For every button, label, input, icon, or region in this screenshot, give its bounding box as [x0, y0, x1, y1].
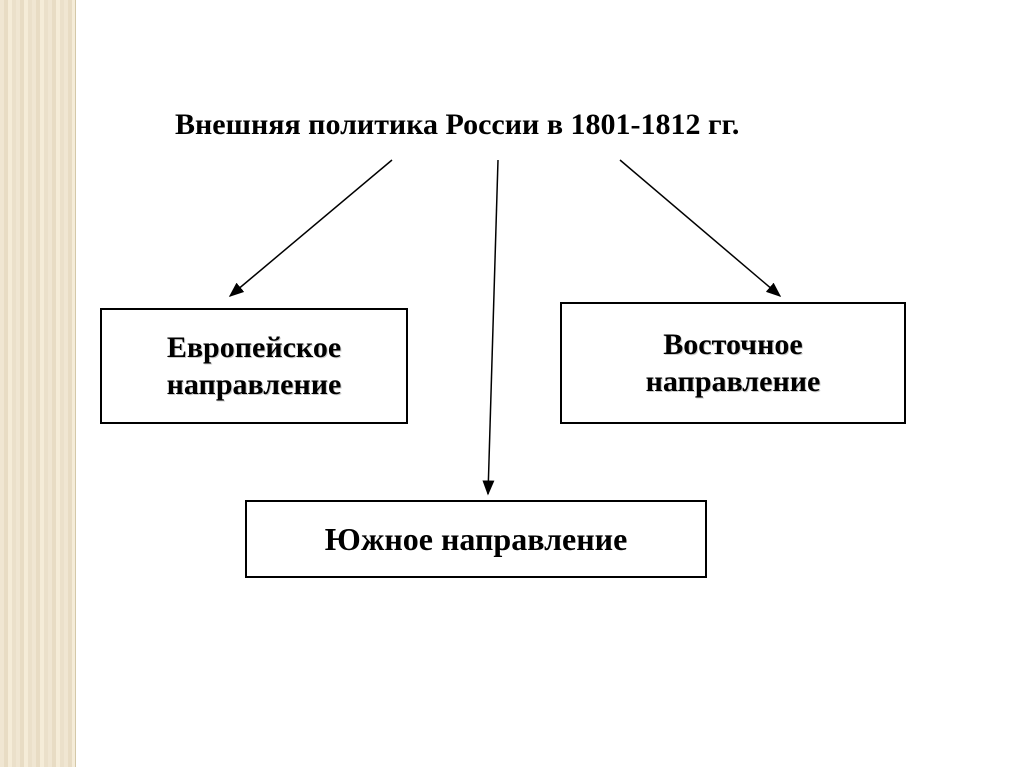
- arrow-to-eastern: [620, 160, 780, 296]
- node-eastern: Восточное направление: [560, 302, 906, 424]
- decorative-side-border: [0, 0, 76, 767]
- node-southern-label: Южное направление: [325, 519, 628, 559]
- node-european: Европейское направление: [100, 308, 408, 424]
- eastern-line2: направление: [646, 365, 821, 398]
- diagram-title: Внешняя политика России в 1801-1812 гг.: [175, 108, 739, 142]
- arrow-to-southern: [488, 160, 498, 494]
- european-line1: Европейское: [167, 331, 341, 364]
- node-eastern-label: Восточное направление: [646, 326, 821, 401]
- node-southern: Южное направление: [245, 500, 707, 578]
- node-european-label: Европейское направление: [167, 329, 342, 404]
- eastern-line1: Восточное: [663, 328, 802, 361]
- european-line2: направление: [167, 368, 342, 401]
- arrow-to-european: [230, 160, 392, 296]
